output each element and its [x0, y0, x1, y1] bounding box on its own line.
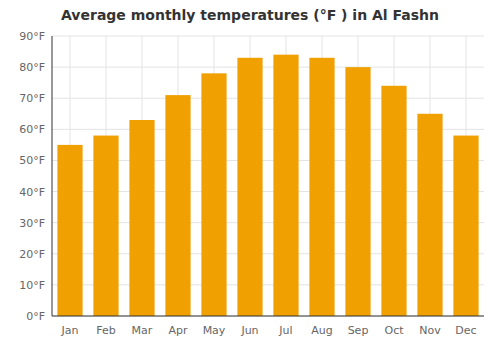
y-axis-line [52, 36, 53, 316]
x-tick-label: Nov [419, 324, 441, 337]
title: Average monthly temperatures (°F ) in Al… [61, 7, 439, 23]
y-grid-line [52, 316, 484, 317]
bar [309, 58, 334, 316]
grid [52, 36, 484, 316]
y-grid-line [52, 67, 484, 68]
chart-container: Average monthly temperatures (°F ) in Al… [0, 0, 500, 350]
x-tick-label: Aug [311, 324, 332, 337]
bar [453, 136, 478, 316]
bar [201, 73, 226, 316]
y-grid-line [52, 36, 484, 37]
x-tick-label: Apr [168, 324, 188, 337]
y-tick-label: 0°F [26, 310, 45, 323]
x-tick-label: Oct [384, 324, 404, 337]
y-tick-label: 40°F [19, 186, 45, 199]
bar [237, 58, 262, 316]
y-tick-label: 10°F [19, 279, 45, 292]
x-axis-line [52, 316, 484, 317]
y-tick-label: 60°F [19, 123, 45, 136]
bar [381, 86, 406, 316]
x-tick-label: Dec [455, 324, 476, 337]
x-tick-label: Mar [132, 324, 153, 337]
y-tick-label: 20°F [19, 248, 45, 261]
y-tick-label: 30°F [19, 217, 45, 230]
x-tick-label: Feb [96, 324, 115, 337]
bar [417, 114, 442, 316]
y-tick-label: 70°F [19, 92, 45, 105]
bar [165, 95, 190, 316]
x-tick-label: Sep [348, 324, 369, 337]
bar [93, 136, 118, 316]
x-tick-label: Jul [278, 324, 292, 337]
x-tick-label: Jun [240, 324, 258, 337]
y-tick-label: 90°F [19, 30, 45, 43]
bar [345, 67, 370, 316]
bar [129, 120, 154, 316]
y-tick-label: 50°F [19, 154, 45, 167]
x-tick-label: May [203, 324, 226, 337]
y-tick-label: 80°F [19, 61, 45, 74]
x-tick-label: Jan [61, 324, 79, 337]
bars [57, 55, 478, 316]
chart: Average monthly temperatures (°F ) in Al… [0, 0, 500, 350]
bar [273, 55, 298, 316]
y-grid-line [52, 98, 484, 99]
bar [57, 145, 82, 316]
